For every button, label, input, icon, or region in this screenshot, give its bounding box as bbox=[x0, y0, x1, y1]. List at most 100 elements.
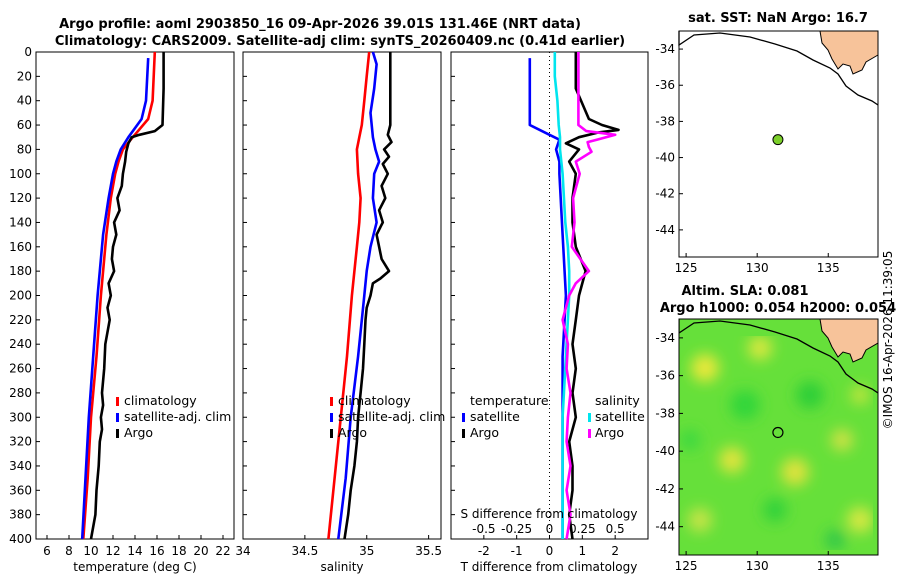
temp-ytick-label: 280 bbox=[9, 386, 32, 400]
sla-bathymetry-contour bbox=[679, 319, 878, 394]
diff-s-tick-label: 0.5 bbox=[606, 522, 625, 536]
salinity-x-ticks: 34 34.5 35 35.5 bbox=[235, 535, 442, 558]
temp-climatology-line bbox=[82, 51, 157, 540]
sla-heatmap-blobs bbox=[680, 336, 873, 550]
sst-xtick-label: 125 bbox=[675, 261, 698, 275]
sla-map-title-line1: Altim. SLA: 0.081 bbox=[682, 284, 809, 299]
figure-title-line2: Climatology: CARS2009. Satellite-adj cli… bbox=[55, 34, 625, 49]
temp-ytick-label: 320 bbox=[9, 435, 32, 449]
temp-ytick-label: 20 bbox=[17, 69, 32, 83]
temp-xtick-label: 10 bbox=[83, 544, 98, 558]
temp-ytick-label: 240 bbox=[9, 337, 32, 351]
sal-climatology-line bbox=[327, 51, 371, 540]
legend-s-satellite: satellite bbox=[595, 409, 645, 424]
sst-map-ticks: 125 130 135 -34 -36 -38 -40 -42 -44 bbox=[655, 42, 839, 275]
temp-ytick-label: 160 bbox=[9, 240, 32, 254]
temp-ytick-label: 380 bbox=[9, 508, 32, 522]
temp-ytick-label: 60 bbox=[17, 118, 32, 132]
temp-ytick-label: 100 bbox=[9, 167, 32, 181]
salinity-legend: climatology satellite-adj. clim Argo bbox=[330, 393, 445, 440]
temp-xtick-label: 18 bbox=[171, 544, 186, 558]
sst-argo-position-marker bbox=[772, 134, 784, 146]
temperature-x-ticks: 6 8 10 12 14 16 18 20 22 bbox=[43, 535, 231, 558]
sst-ytick-label: -36 bbox=[655, 78, 675, 92]
legend-swatch-sal-satellite bbox=[330, 413, 333, 422]
sla-argo-position-marker bbox=[772, 426, 784, 439]
sal-satellite-line bbox=[337, 51, 381, 540]
temp-xtick-label: 22 bbox=[215, 544, 230, 558]
sal-xtick-label: 35.5 bbox=[415, 544, 442, 558]
legend-swatch-s-argo bbox=[588, 429, 591, 438]
legend-t-argo: Argo bbox=[470, 425, 499, 440]
sla-ytick-label: -40 bbox=[655, 444, 675, 458]
temp-ytick-label: 120 bbox=[9, 191, 32, 205]
legend-swatch-climatology bbox=[116, 397, 119, 406]
legend-swatch-sal-argo bbox=[330, 429, 333, 438]
difference-t-ticks: -2 -1 0 1 2 bbox=[478, 535, 619, 558]
legend-satellite: satellite-adj. clim bbox=[124, 409, 231, 424]
diff-t-argo-line bbox=[564, 52, 620, 540]
sst-ytick-label: -34 bbox=[655, 42, 675, 56]
sla-ytick-label: -36 bbox=[655, 369, 675, 383]
legend-climatology: climatology bbox=[124, 393, 197, 408]
legend-swatch-s-satellite bbox=[588, 413, 591, 422]
sla-land-australia bbox=[820, 319, 878, 362]
temp-ytick-label: 300 bbox=[9, 410, 32, 424]
sla-map-panel: Altim. SLA: 0.081 Argo h1000: 0.054 h200… bbox=[655, 284, 896, 573]
t-difference-x-label: T difference from climatology bbox=[460, 560, 638, 574]
temp-ytick-label: 0 bbox=[24, 45, 32, 59]
difference-axes-box bbox=[450, 51, 649, 540]
legend-swatch-t-satellite bbox=[462, 413, 465, 422]
legend-swatch-sal-climatology bbox=[330, 397, 333, 406]
temperature-y-ticks: 0 20 40 60 80 100 120 140 160 180 200 220 240 260 280 3… bbox=[9, 45, 40, 546]
temp-ytick-label: 200 bbox=[9, 289, 32, 303]
diff-t-tick-label: -1 bbox=[511, 544, 523, 558]
legend-temperature-title: temperature bbox=[470, 393, 549, 408]
temp-ytick-label: 400 bbox=[9, 532, 32, 546]
sst-map-panel: sat. SST: NaN Argo: 16.7 125 130 135 -34 -36… bbox=[655, 11, 879, 275]
temp-argo-line bbox=[89, 52, 165, 540]
sla-map-title-line2: Argo h1000: 0.054 h2000: 0.054 bbox=[660, 301, 896, 316]
sst-bathymetry-contour bbox=[678, 31, 879, 106]
sal-xtick-label: 34.5 bbox=[292, 544, 319, 558]
figure-title-line1: Argo profile: aoml 2903850_16 09-Apr-202… bbox=[59, 17, 581, 32]
temp-xtick-label: 8 bbox=[65, 544, 73, 558]
sla-ytick-label: -34 bbox=[655, 331, 675, 345]
temperature-legend: climatology satellite-adj. clim Argo bbox=[116, 393, 231, 440]
sst-xtick-label: 135 bbox=[817, 261, 840, 275]
salinity-panel: 34 34.5 35 35.5 salinity climatology satell… bbox=[235, 51, 445, 574]
temp-ytick-label: 40 bbox=[17, 94, 32, 108]
temp-ytick-label: 260 bbox=[9, 362, 32, 376]
sal-xtick-label: 35 bbox=[359, 544, 374, 558]
sst-ytick-label: -40 bbox=[655, 151, 675, 165]
sla-xtick-label: 135 bbox=[817, 559, 840, 573]
temp-ytick-label: 340 bbox=[9, 459, 32, 473]
legend-argo: Argo bbox=[124, 425, 153, 440]
legend-sal-argo: Argo bbox=[338, 425, 367, 440]
sst-map-title: sat. SST: NaN Argo: 16.7 bbox=[688, 11, 868, 26]
salinity-series bbox=[327, 51, 393, 540]
legend-swatch-argo bbox=[116, 429, 119, 438]
sst-ytick-label: -42 bbox=[655, 187, 675, 201]
sla-xtick-label: 130 bbox=[746, 559, 769, 573]
diff-s-tick-label: 0 bbox=[546, 522, 554, 536]
legend-t-satellite: satellite bbox=[470, 409, 520, 424]
temperature-series bbox=[80, 51, 165, 540]
sal-argo-line bbox=[343, 52, 393, 540]
difference-legend-temperature: temperature satellite Argo bbox=[462, 393, 549, 440]
temp-xtick-label: 16 bbox=[149, 544, 164, 558]
temp-ytick-label: 220 bbox=[9, 313, 32, 327]
legend-sal-satellite: satellite-adj. clim bbox=[338, 409, 445, 424]
legend-s-argo: Argo bbox=[595, 425, 624, 440]
temp-xtick-label: 12 bbox=[105, 544, 120, 558]
sla-coastline bbox=[819, 319, 878, 363]
diff-t-tick-label: 2 bbox=[611, 544, 619, 558]
legend-swatch-satellite bbox=[116, 413, 119, 422]
salinity-y-tickmarks bbox=[243, 51, 247, 540]
diff-s-argo-line bbox=[561, 52, 617, 540]
diff-t-tick-label: -2 bbox=[478, 544, 490, 558]
sla-map-frame bbox=[678, 318, 879, 556]
difference-s-ticks: -0.5 -0.25 0 0.25 0.5 bbox=[472, 522, 625, 536]
diff-t-tick-label: 1 bbox=[579, 544, 587, 558]
imos-watermark: ©IMOS 16-Apr-2026 11:39:05 bbox=[881, 251, 895, 430]
